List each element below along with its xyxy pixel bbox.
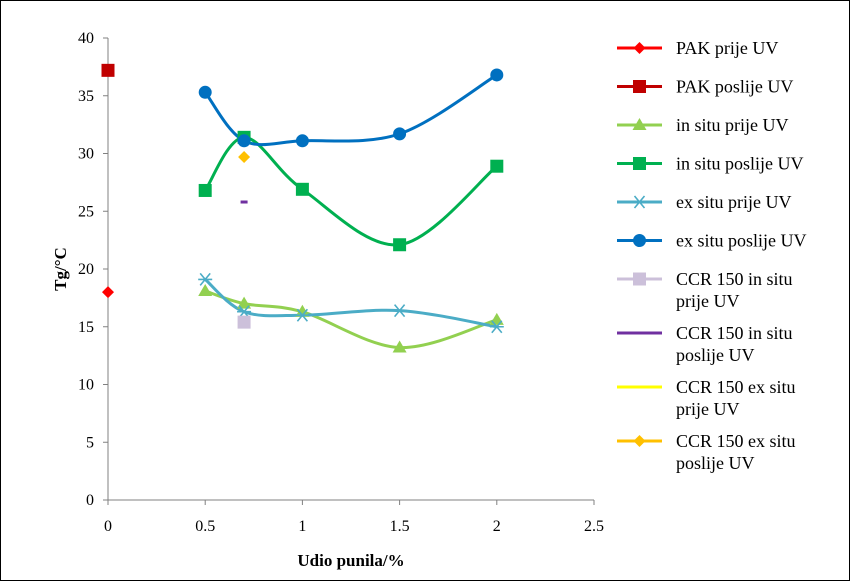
legend-label-ccr-150-ex-situ-poslije-uv: poslije UV [676, 453, 755, 473]
legend-label-in-situ-prije-uv: in situ prije UV [676, 115, 789, 135]
data-point-ex-situ-prije-uv [489, 320, 504, 334]
series-line-in-situ-poslije-uv [203, 135, 498, 247]
data-point-ex-situ-prije-uv [295, 308, 310, 322]
y-axis-label: Tg/°C [51, 247, 70, 291]
x-tick-label: 0.5 [195, 518, 215, 535]
legend-marker-ccr-150-ex-situ-poslije-uv [633, 435, 646, 447]
y-tick-label: 15 [78, 319, 94, 336]
data-point-in-situ-prije-uv [392, 340, 407, 353]
data-point-ex-situ-poslije-uv [393, 127, 407, 141]
y-tick-label: 20 [78, 261, 94, 278]
y-tick-label: 25 [78, 203, 94, 220]
x-tick-label: 2 [493, 518, 501, 535]
series-line-ex-situ-prije-uv [204, 278, 498, 329]
data-point-ex-situ-poslije-uv [490, 68, 504, 82]
legend-marker-pak-prije-uv [633, 42, 646, 54]
data-point-ccr-150-ex-situ-poslije-uv [238, 150, 251, 163]
data-point-ccr-150-in-situ-poslije-uv [240, 200, 248, 204]
legend-marker-in-situ-poslije-uv [633, 157, 646, 170]
legend-label-pak-prije-uv: PAK prije UV [676, 38, 778, 58]
legend-marker-pak-poslije-uv [633, 80, 646, 93]
y-tick-label: 40 [78, 30, 94, 47]
y-tick-label: 30 [78, 146, 94, 163]
legend-marker-ex-situ-prije-uv [632, 195, 647, 209]
x-tick-label: 2.5 [584, 518, 604, 535]
data-point-ex-situ-prije-uv [198, 272, 213, 286]
data-point-in-situ-poslije-uv [393, 238, 407, 252]
data-point-pak-poslije-uv [101, 63, 115, 77]
data-point-in-situ-prije-uv [237, 296, 252, 309]
x-axis-label: Udio punila/% [297, 551, 404, 570]
legend-label-ex-situ-prije-uv: ex situ prije UV [676, 192, 791, 212]
legend-label-in-situ-poslije-uv: in situ poslije UV [676, 154, 804, 174]
series-line-ex-situ-poslije-uv [203, 73, 498, 147]
legend-label-ccr-150-in-situ-poslije-uv: CCR 150 in situ [676, 323, 793, 343]
x-tick-label: 1 [298, 518, 306, 535]
legend-label-ccr-150-in-situ-prije-uv: CCR 150 in situ [676, 269, 793, 289]
data-point-ex-situ-poslije-uv [198, 85, 212, 99]
y-tick-label: 10 [78, 377, 94, 394]
legend-label-pak-poslije-uv: PAK poslije UV [676, 77, 793, 97]
y-tick-label: 35 [78, 88, 94, 105]
legend-label-ex-situ-poslije-uv: ex situ poslije UV [676, 231, 807, 251]
x-tick-label: 1.5 [390, 518, 410, 535]
legend-marker-ccr-150-in-situ-prije-uv [633, 272, 646, 286]
data-point-pak-prije-uv [102, 286, 114, 299]
data-point-ex-situ-prije-uv [392, 304, 407, 318]
legend-label-ccr-150-ex-situ-prije-uv: prije UV [676, 399, 739, 419]
data-point-in-situ-poslije-uv [490, 159, 504, 173]
data-point-in-situ-prije-uv [489, 312, 504, 325]
data-point-in-situ-poslije-uv [295, 182, 309, 196]
legend-label-ccr-150-ex-situ-poslije-uv: CCR 150 ex situ [676, 431, 796, 451]
legend-label-ccr-150-in-situ-prije-uv: prije UV [676, 291, 739, 311]
legend-marker-in-situ-prije-uv [632, 118, 647, 130]
data-point-in-situ-prije-uv [198, 283, 213, 296]
data-point-ex-situ-poslije-uv [295, 134, 309, 148]
y-tick-label: 0 [86, 492, 94, 509]
series-line-in-situ-prije-uv [204, 289, 498, 350]
data-point-in-situ-poslije-uv [198, 183, 212, 197]
legend-marker-ex-situ-poslije-uv [633, 234, 646, 247]
x-tick-label: 0 [104, 518, 112, 535]
y-tick-label: 5 [86, 434, 94, 451]
legend-label-ccr-150-ex-situ-prije-uv: CCR 150 ex situ [676, 377, 796, 397]
legend-marker-ccr-150-in-situ-poslije-uv [636, 331, 643, 335]
data-point-ccr-150-in-situ-prije-uv [237, 315, 251, 329]
data-point-ex-situ-poslije-uv [237, 134, 251, 148]
data-point-in-situ-prije-uv [295, 304, 310, 317]
legend-label-ccr-150-in-situ-poslije-uv: poslije UV [676, 345, 755, 365]
